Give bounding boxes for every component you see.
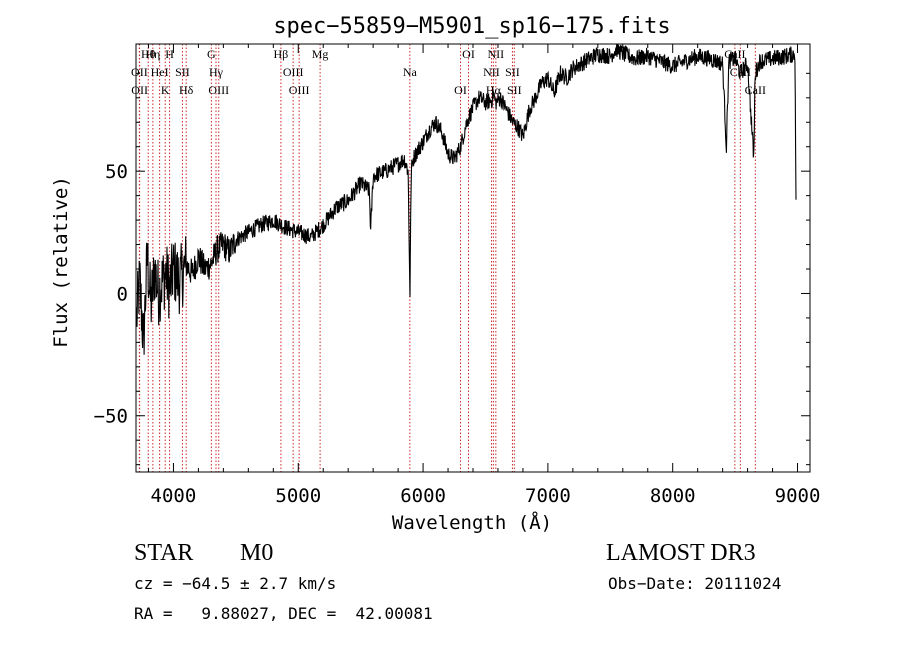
line-label: Hγ — [209, 65, 224, 79]
line-label: G — [207, 47, 216, 61]
x-tick-label: 5000 — [275, 485, 321, 507]
object-class: STAR — [134, 540, 193, 566]
emission-line-markers — [138, 44, 756, 472]
line-label: OI — [454, 83, 467, 97]
ra-dec: RA = 9.88027, DEC = 42.00081 — [134, 604, 433, 623]
x-tick-label: 9000 — [775, 485, 821, 507]
line-label: OIII — [208, 83, 229, 97]
x-axis-label: Wavelength (Å) — [392, 511, 552, 534]
line-label: Na — [403, 65, 418, 79]
x-tick-label: 4000 — [151, 485, 197, 507]
emission-line-labels: HθOIIOIIHηHeIKHSIIHδGHγOIIIHβOIIIOIIIMgN… — [131, 47, 766, 97]
y-tick-label: −50 — [94, 406, 128, 428]
line-label: NII — [488, 47, 505, 61]
line-label: OI — [462, 47, 475, 61]
flux-series-line — [136, 43, 797, 355]
line-label: SII — [175, 65, 190, 79]
x-tick-label: 7000 — [525, 485, 571, 507]
y-tick-label: 50 — [105, 161, 128, 183]
line-label: NII — [483, 65, 500, 79]
line-label: OIII — [283, 65, 304, 79]
chart-title: spec−55859−M5901_sp16−175.fits — [273, 14, 670, 39]
line-label: OIII — [289, 83, 310, 97]
redshift-cz: cz = −64.5 ± 2.7 km/s — [134, 574, 336, 593]
object-subclass: M0 — [240, 540, 273, 566]
x-tick-label: 8000 — [650, 485, 696, 507]
line-label: OII — [131, 65, 148, 79]
line-label: H — [165, 47, 174, 61]
line-label: K — [161, 83, 170, 97]
line-label: Hθ — [141, 47, 156, 61]
line-label: SII — [505, 65, 520, 79]
y-tick-label: 0 — [117, 283, 128, 305]
y-axis-label: Flux (relative) — [50, 176, 72, 348]
observation-date: Obs−Date: 20111024 — [608, 574, 781, 593]
line-label: HeI — [151, 65, 169, 79]
line-label: OII — [131, 83, 148, 97]
line-label: Hη — [145, 47, 160, 61]
line-label: Hδ — [179, 83, 194, 97]
line-label: Mg — [312, 47, 329, 61]
line-label: Hβ — [274, 47, 289, 61]
x-tick-label: 6000 — [400, 485, 446, 507]
axis-ticks: 4000 5000 6000 7000 8000 9000 −50 0 50 — [94, 44, 821, 507]
survey-name: LAMOST DR3 — [606, 540, 756, 566]
line-label: SII — [507, 83, 522, 97]
